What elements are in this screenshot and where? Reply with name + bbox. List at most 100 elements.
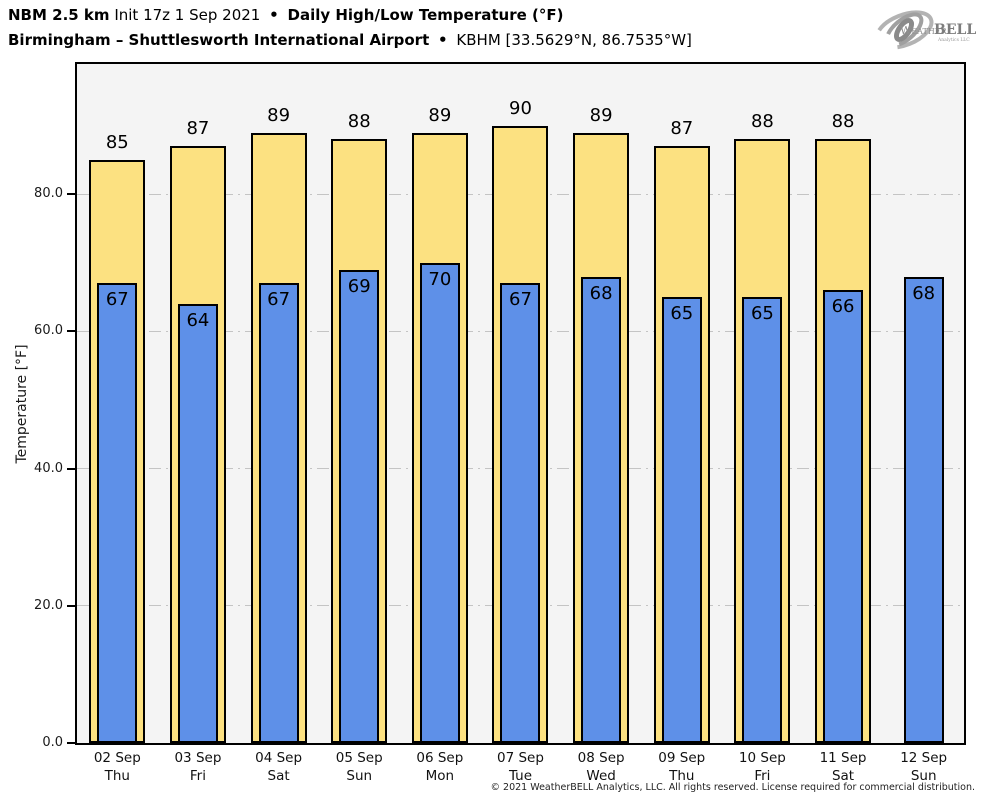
low-value-label: 65	[670, 303, 694, 325]
x-tick-weekday: Sat	[831, 768, 855, 784]
y-axis: Temperature [°F] 0.0 20.0 40.0 60.0 80.0	[0, 0, 75, 808]
product-name: Daily High/Low Temperature (°F)	[287, 6, 564, 24]
y-tick-mark	[67, 604, 75, 607]
x-tick-label: 07 Sep Tue	[480, 749, 561, 785]
chart-title-line1: NBM 2.5 km Init 17z 1 Sep 2021 • Daily H…	[8, 6, 563, 24]
low-temp-bar	[661, 297, 702, 743]
x-tick-label: 11 Sep Sat	[803, 749, 884, 785]
bar-column: 87 64	[158, 64, 239, 743]
x-tick-label: 09 Sep Thu	[641, 749, 722, 785]
x-tick-date: 08 Sep	[577, 750, 625, 766]
high-value-label: 89	[428, 104, 452, 126]
low-temp-bar	[339, 269, 380, 743]
x-tick-weekday: Fri	[189, 768, 206, 784]
x-tick-label: 12 Sep Sun	[883, 749, 964, 785]
title-bullet2: •	[438, 31, 448, 49]
high-value-label: 88	[347, 111, 371, 133]
high-value-label: 89	[589, 104, 613, 126]
x-tick-date: 07 Sep	[497, 750, 544, 766]
low-temp-bar	[258, 283, 299, 743]
low-temp-bar	[177, 304, 218, 743]
low-value-label: 65	[750, 303, 774, 325]
x-tick-label: 05 Sep Sun	[319, 749, 400, 785]
low-value-label: 67	[509, 289, 532, 311]
x-tick-weekday: Mon	[425, 768, 455, 784]
logo-weather-text: Weather	[900, 24, 948, 37]
x-tick-date: 06 Sep	[416, 750, 464, 766]
high-value-label: 88	[831, 111, 855, 133]
y-tick-label: 60.0	[34, 323, 63, 339]
x-tick-label: 08 Sep Wed	[561, 749, 642, 785]
bar-column: 88 66	[803, 64, 884, 743]
bar-column: 68	[883, 64, 964, 743]
station-id: KBHM [33.5629°N, 86.7535°W]	[456, 31, 692, 49]
y-tick-mark	[67, 330, 75, 333]
x-tick-weekday: Sat	[267, 768, 290, 784]
bar-column: 89 70	[400, 64, 481, 743]
x-tick-weekday: Wed	[586, 768, 616, 784]
low-value-label: 64	[186, 310, 210, 332]
x-tick-date: 09 Sep	[658, 750, 706, 766]
x-tick-label: 10 Sep Fri	[722, 749, 803, 785]
plot-area: 85 67 87 64 89 67 88 69 89 70 90 67 89 68 87 65 88 65 88 66…	[75, 62, 966, 745]
x-tick-weekday: Sun	[910, 768, 937, 784]
low-temp-bar	[903, 276, 944, 743]
low-value-label: 67	[105, 289, 129, 311]
y-tick-mark	[67, 742, 75, 744]
y-tick-label: 80.0	[34, 186, 63, 202]
x-tick-date: 12 Sep	[900, 750, 948, 766]
bar-column: 88 69	[319, 64, 400, 743]
high-value-label: 89	[267, 104, 291, 126]
x-tick-label: 06 Sep Mon	[400, 749, 481, 785]
x-tick-label: 02 Sep Thu	[77, 749, 158, 785]
y-tick-label: 20.0	[34, 597, 63, 613]
x-tick-weekday: Thu	[669, 768, 695, 784]
bar-column: 85 67	[77, 64, 158, 743]
high-value-label: 88	[750, 111, 774, 133]
chart-title-line2: Birmingham – Shuttlesworth International…	[8, 31, 692, 49]
low-value-label: 66	[831, 296, 855, 318]
y-tick-label: 0.0	[42, 735, 63, 750]
y-axis-title: Temperature [°F]	[14, 344, 30, 464]
init-time: Init 17z 1 Sep 2021	[114, 6, 261, 24]
high-value-label: 87	[186, 118, 210, 140]
high-value-label: 87	[670, 118, 694, 140]
high-value-label: 90	[509, 97, 532, 119]
y-tick-label: 40.0	[34, 460, 63, 476]
x-tick-date: 02 Sep	[93, 750, 141, 766]
x-tick-weekday: Fri	[754, 768, 771, 784]
low-temp-bar	[742, 297, 783, 743]
low-temp-bar	[581, 276, 622, 743]
low-value-label: 68	[912, 282, 936, 304]
location-name: Birmingham – Shuttlesworth International…	[8, 31, 430, 49]
x-tick-date: 05 Sep	[335, 750, 383, 766]
low-value-label: 70	[428, 268, 452, 290]
y-tick-mark	[67, 467, 75, 470]
logo-bell-text: BELL	[934, 22, 976, 38]
low-value-label: 67	[267, 289, 291, 311]
bar-column: 89 68	[561, 64, 642, 743]
x-tick-label: 04 Sep Sat	[238, 749, 319, 785]
bar-column: 90 67	[480, 64, 561, 743]
low-temp-bar	[823, 290, 864, 743]
copyright-notice: © 2021 WeatherBELL Analytics, LLC. All r…	[490, 782, 975, 793]
bar-column: 88 65	[722, 64, 803, 743]
low-temp-bar	[419, 262, 460, 743]
logo-sub-text: Analytics LLC	[937, 37, 970, 43]
high-value-label: 85	[105, 132, 129, 154]
x-tick-weekday: Tue	[508, 768, 533, 784]
x-tick-weekday: Thu	[104, 768, 130, 784]
x-tick-date: 11 Sep	[819, 750, 867, 766]
weatherbell-logo: Weather BELL Analytics LLC	[874, 10, 976, 50]
hurricane-swirl-icon	[874, 10, 934, 50]
x-tick-date: 03 Sep	[174, 750, 222, 766]
x-tick-date: 04 Sep	[255, 750, 303, 766]
low-temp-bar	[97, 283, 138, 743]
bar-column: 87 65	[641, 64, 722, 743]
x-tick-weekday: Sun	[346, 768, 373, 784]
bar-column: 89 67	[238, 64, 319, 743]
low-value-label: 69	[347, 275, 371, 297]
x-tick-label: 03 Sep Fri	[158, 749, 239, 785]
low-value-label: 68	[589, 282, 613, 304]
